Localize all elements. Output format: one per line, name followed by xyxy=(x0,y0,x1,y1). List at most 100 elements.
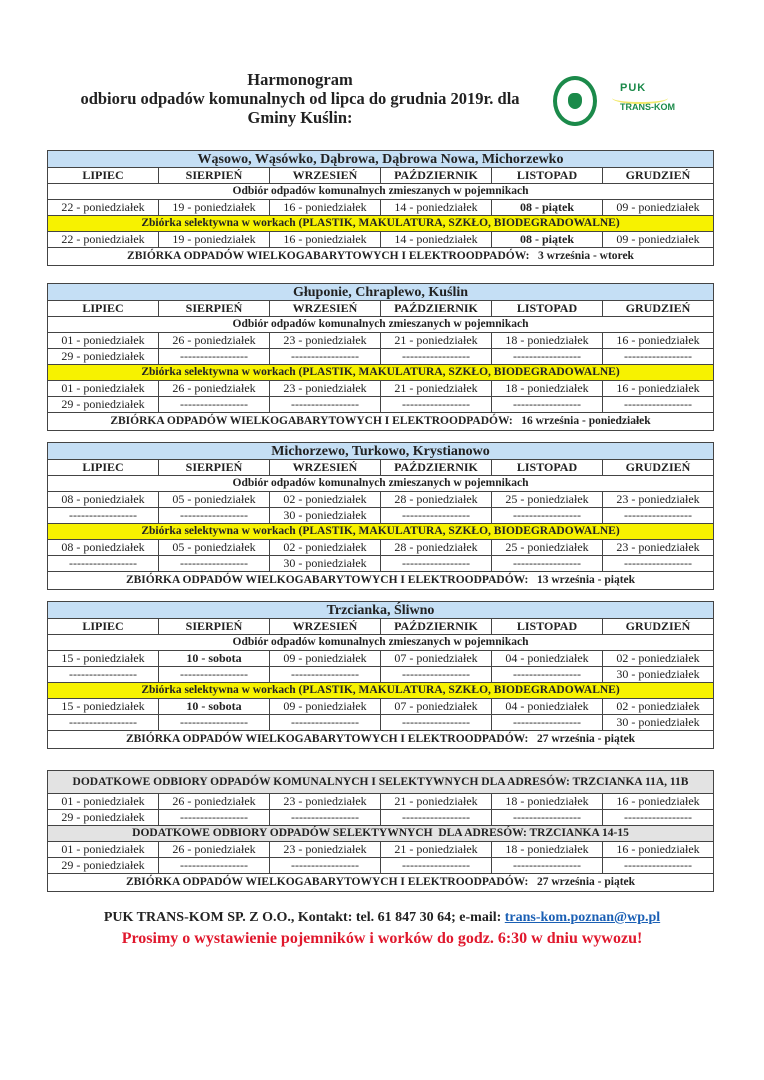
date-cell: 26 - poniedziałek xyxy=(158,841,270,858)
date-cell: ----------------- xyxy=(491,348,603,365)
mixed-waste-label: Odbiór odpadów komunalnych zmieszanych w… xyxy=(47,475,714,492)
month-header: SIERPIEŃ xyxy=(158,459,270,476)
selective-label: Zbiórka selektywna w workach (PLASTIK, M… xyxy=(47,682,714,699)
date-cell: 29 - poniedziałek xyxy=(47,396,159,413)
date-cell: 23 - poniedziałek xyxy=(269,332,381,349)
date-cell: 01 - poniedziałek xyxy=(47,841,159,858)
date-cell: ----------------- xyxy=(158,666,270,683)
mixed-waste-row: ----------------- ----------------- 30 - p… xyxy=(47,507,714,524)
mixed-waste-row: 01 - poniedziałek 26 - poniedziałek 23 - p… xyxy=(47,332,714,349)
date-cell: 16 - poniedziałek xyxy=(269,199,381,216)
date-cell: ----------------- xyxy=(158,396,270,413)
month-header: LISTOPAD xyxy=(491,167,603,184)
schedule-table: Wąsowo, Wąsówko, Dąbrowa, Dąbrowa Nowa, … xyxy=(47,150,714,266)
mixed-waste-label-row: Odbiór odpadów komunalnych zmieszanych w… xyxy=(47,183,714,200)
month-header-row: LIPIEC SIERPIEŃ WRZESIEŃ PAŹDZIERNIK LISTOPA… xyxy=(47,459,714,476)
date-cell: 02 - poniedziałek xyxy=(269,491,381,508)
mixed-waste-label: Odbiór odpadów komunalnych zmieszanych w… xyxy=(47,316,714,333)
logo-text: PUK xyxy=(620,82,647,94)
month-header: SIERPIEŃ xyxy=(158,300,270,317)
section-title: Michorzewo, Turkowo, Krystianowo xyxy=(47,442,714,460)
date-cell: 25 - poniedziałek xyxy=(491,539,603,556)
date-cell: 16 - poniedziałek xyxy=(269,231,381,248)
date-cell: 02 - poniedziałek xyxy=(602,698,714,715)
date-cell: 21 - poniedziałek xyxy=(380,793,492,810)
selective-row: 01 - poniedziałek 26 - poniedziałek 23 - p… xyxy=(47,380,714,397)
selective-row: 08 - poniedziałek 05 - poniedziałek 02 - p… xyxy=(47,539,714,556)
month-header: SIERPIEŃ xyxy=(158,618,270,635)
date-cell: 09 - poniedziałek xyxy=(269,650,381,667)
selective-label: Zbiórka selektywna w workach (PLASTIK, M… xyxy=(47,523,714,540)
month-header: LISTOPAD xyxy=(491,300,603,317)
date-cell: 09 - poniedziałek xyxy=(602,199,714,216)
section-title-row: Trzcianka, Śliwno xyxy=(47,601,714,619)
date-cell: ----------------- xyxy=(380,666,492,683)
month-header: LIPIEC xyxy=(47,167,159,184)
date-cell: 22 - poniedziałek xyxy=(47,199,159,216)
date-cell: 04 - poniedziałek xyxy=(491,650,603,667)
puk-trans-kom-logo: PUK TRANS-KOM xyxy=(612,82,675,112)
date-cell: 16 - poniedziałek xyxy=(602,380,714,397)
date-cell: 21 - poniedziałek xyxy=(380,332,492,349)
month-header: WRZESIEŃ xyxy=(269,459,381,476)
date-cell: 14 - poniedziałek xyxy=(380,199,492,216)
month-header: GRUDZIEŃ xyxy=(602,459,714,476)
extra-row: 01 - poniedziałek 26 - poniedziałek 23 - p… xyxy=(47,793,714,810)
date-cell: 14 - poniedziałek xyxy=(380,231,492,248)
date-cell: 26 - poniedziałek xyxy=(158,793,270,810)
extra-subtitle: DODATKOWE ODBIORY ODPADÓW SELEKTYWNYCH D… xyxy=(47,825,714,842)
month-header: PAŹDZIERNIK xyxy=(380,618,492,635)
date-cell: ----------------- xyxy=(158,809,270,826)
mixed-waste-label-row: Odbiór odpadów komunalnych zmieszanych w… xyxy=(47,475,714,492)
date-cell: ----------------- xyxy=(380,714,492,731)
month-header: LIPIEC xyxy=(47,618,159,635)
date-cell: 09 - poniedziałek xyxy=(269,698,381,715)
month-header: WRZESIEŃ xyxy=(269,167,381,184)
extra-subtitle-row: DODATKOWE ODBIORY ODPADÓW SELEKTYWNYCH D… xyxy=(47,825,714,842)
mixed-waste-label-row: Odbiór odpadów komunalnych zmieszanych w… xyxy=(47,316,714,333)
bulky-waste-row: ZBIÓRKA ODPADÓW WIELKOGABARYTOWYCH I ELE… xyxy=(47,730,714,749)
date-cell: ----------------- xyxy=(491,714,603,731)
date-cell: ----------------- xyxy=(602,857,714,874)
date-cell: 04 - poniedziałek xyxy=(491,698,603,715)
date-cell: ----------------- xyxy=(602,507,714,524)
date-cell: 01 - poniedziałek xyxy=(47,793,159,810)
date-cell: ----------------- xyxy=(491,809,603,826)
date-cell: ----------------- xyxy=(602,348,714,365)
date-cell: ----------------- xyxy=(47,555,159,572)
selective-row: ----------------- ----------------- ------… xyxy=(47,714,714,731)
date-cell: 29 - poniedziałek xyxy=(47,348,159,365)
selective-row: 15 - poniedziałek 10 - sobota 09 - poniedz… xyxy=(47,698,714,715)
date-cell: ----------------- xyxy=(269,809,381,826)
selective-row: 22 - poniedziałek 19 - poniedziałek 16 - p… xyxy=(47,231,714,248)
section-title-row: Michorzewo, Turkowo, Krystianowo xyxy=(47,442,714,460)
month-header: LIPIEC xyxy=(47,459,159,476)
logo-text: TRANS-KOM xyxy=(620,102,675,112)
month-header: LISTOPAD xyxy=(491,618,603,635)
bulky-waste-cell: ZBIÓRKA ODPADÓW WIELKOGABARYTOWYCH I ELE… xyxy=(47,873,714,892)
section-title-row: Głuponie, Chraplewo, Kuślin xyxy=(47,283,714,301)
date-cell: 16 - poniedziałek xyxy=(602,793,714,810)
date-cell: 10 - sobota xyxy=(158,650,270,667)
date-cell: ----------------- xyxy=(47,507,159,524)
date-cell: ----------------- xyxy=(158,555,270,572)
selective-label: Zbiórka selektywna w workach (PLASTIK, M… xyxy=(47,215,714,232)
title-line: Harmonogram xyxy=(247,70,353,89)
document-title: Harmonogram odbioru odpadów komunalnych … xyxy=(40,70,560,127)
date-cell: 23 - poniedziałek xyxy=(269,841,381,858)
date-cell: 08 - poniedziałek xyxy=(47,491,159,508)
month-header: GRUDZIEŃ xyxy=(602,167,714,184)
extra-title: DODATKOWE ODBIORY ODPADÓW KOMUNALNYCH I … xyxy=(47,770,714,794)
selective-row: 29 - poniedziałek ----------------- ------… xyxy=(47,396,714,413)
month-header: WRZESIEŃ xyxy=(269,618,381,635)
date-cell: 23 - poniedziałek xyxy=(269,793,381,810)
bulky-waste-row: ZBIÓRKA ODPADÓW WIELKOGABARYTOWYCH I ELE… xyxy=(47,412,714,431)
date-cell: ----------------- xyxy=(269,348,381,365)
bulky-waste-cell: ZBIÓRKA ODPADÓW WIELKOGABARYTOWYCH I ELE… xyxy=(47,247,714,266)
email-link[interactable]: trans-kom.poznan@wp.pl xyxy=(504,910,661,925)
date-cell: 15 - poniedziałek xyxy=(47,650,159,667)
date-cell: 23 - poniedziałek xyxy=(269,380,381,397)
date-cell: ----------------- xyxy=(380,396,492,413)
mixed-waste-row: 15 - poniedziałek 10 - sobota 09 - poniedz… xyxy=(47,650,714,667)
date-cell: 19 - poniedziałek xyxy=(158,231,270,248)
